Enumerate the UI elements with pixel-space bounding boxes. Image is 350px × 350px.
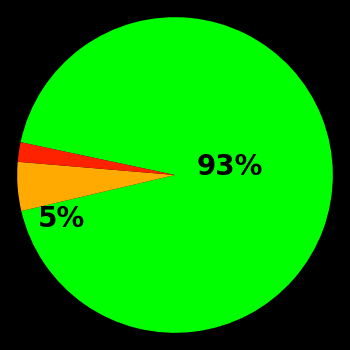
Wedge shape [21,17,333,333]
Wedge shape [17,162,175,211]
Wedge shape [18,142,175,175]
Text: 93%: 93% [197,153,264,181]
Text: 5%: 5% [38,205,85,233]
